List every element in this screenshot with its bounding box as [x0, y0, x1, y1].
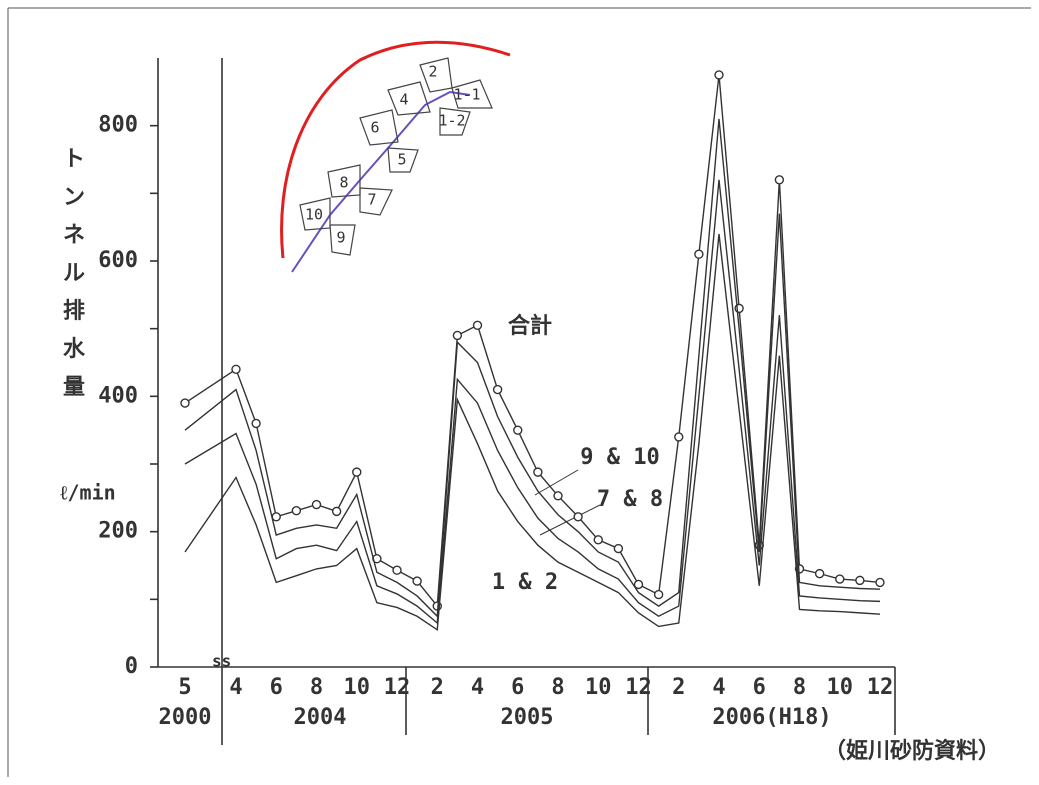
- point: [492, 384, 503, 395]
- x-tick-label: 12: [867, 675, 894, 700]
- point: [633, 579, 644, 590]
- y-tick-label: 400: [98, 383, 138, 408]
- point: [251, 418, 261, 429]
- x-tick-label: 8: [551, 675, 564, 700]
- inset-label: 1-2: [438, 112, 465, 130]
- year-label: 2006(H18): [712, 705, 831, 730]
- point: [311, 499, 322, 510]
- x-tick-label: 12: [384, 675, 411, 700]
- inset-label: 9: [336, 229, 345, 247]
- x-tick-label: 8: [310, 675, 323, 700]
- annotation-arrow: [534, 469, 579, 496]
- inset-arc: [280, 40, 511, 259]
- year-label: 2005: [501, 705, 554, 730]
- point: [593, 535, 603, 545]
- point: [533, 467, 543, 477]
- inset-label: 6: [370, 119, 379, 137]
- inset-labels: 2 1-1 4 1-2 65 8 7 10 9: [305, 63, 481, 247]
- y-tick-label: 200: [98, 519, 138, 544]
- x-tick-label: 2: [672, 675, 685, 700]
- point: [714, 70, 724, 80]
- x-tick-label: 10: [585, 675, 612, 700]
- x-tick-label: 6: [270, 675, 283, 700]
- y-tick-label: 0: [125, 654, 138, 679]
- series-label: 7 & 8: [597, 487, 663, 512]
- x-tick-label: 4: [712, 675, 725, 700]
- point: [674, 432, 684, 442]
- point: [573, 512, 583, 522]
- point: [855, 575, 865, 586]
- series-label: 9 & 10: [580, 445, 659, 470]
- inset-label: 10: [305, 206, 323, 224]
- point: [814, 568, 825, 579]
- x-tick-label: 4: [229, 675, 242, 700]
- series-line: [184, 118, 881, 618]
- point: [613, 543, 624, 554]
- x-tick-label: 4: [471, 675, 484, 700]
- inset-label: 2: [428, 63, 437, 81]
- y-label: トンネル排水量: [63, 147, 86, 400]
- inset-label: 5: [397, 151, 406, 169]
- point: [452, 330, 463, 341]
- point: [271, 512, 281, 522]
- series-line: [184, 179, 881, 625]
- x-tick-label: 10: [827, 675, 854, 700]
- y-tick-label: 800: [98, 113, 138, 138]
- year-label: 2000: [159, 705, 212, 730]
- point: [331, 506, 342, 517]
- x-tick-label: 2: [431, 675, 444, 700]
- series-label: 合計: [508, 313, 552, 339]
- point: [694, 249, 704, 259]
- source: （姫川砂防資料）: [824, 738, 1000, 764]
- point: [412, 576, 422, 586]
- x-tick-label: 6: [753, 675, 766, 700]
- point: [180, 398, 190, 408]
- point: [472, 320, 483, 330]
- series-label: 1 & 2: [492, 570, 558, 595]
- point: [231, 364, 241, 374]
- point: [291, 505, 302, 516]
- x-tick-label: 6: [511, 675, 524, 700]
- point: [653, 589, 664, 600]
- point: [774, 175, 785, 185]
- year-label: 2004: [294, 705, 347, 730]
- x-tick-label: 12: [625, 675, 652, 700]
- inset-label: 4: [399, 91, 408, 109]
- point: [352, 467, 362, 477]
- inset-label: 1-1: [453, 86, 480, 104]
- point: [835, 574, 845, 584]
- x-tick-label: 10: [344, 675, 371, 700]
- inset-label: 7: [367, 191, 376, 209]
- y-label-text: トンネル排水量: [63, 147, 86, 400]
- x-tick-label: 5: [178, 675, 191, 700]
- break-mark: ss: [212, 652, 231, 671]
- inset-label: 8: [339, 174, 348, 192]
- series-line: [184, 74, 881, 608]
- series-line: [184, 233, 881, 632]
- point: [553, 491, 563, 501]
- y-tick-label: 600: [98, 248, 138, 273]
- point: [875, 577, 885, 588]
- inset-wedges: [299, 57, 493, 256]
- point: [513, 425, 523, 435]
- x-tick-label: 8: [793, 675, 806, 700]
- point: [392, 565, 402, 575]
- y-unit: ℓ/min: [60, 481, 116, 505]
